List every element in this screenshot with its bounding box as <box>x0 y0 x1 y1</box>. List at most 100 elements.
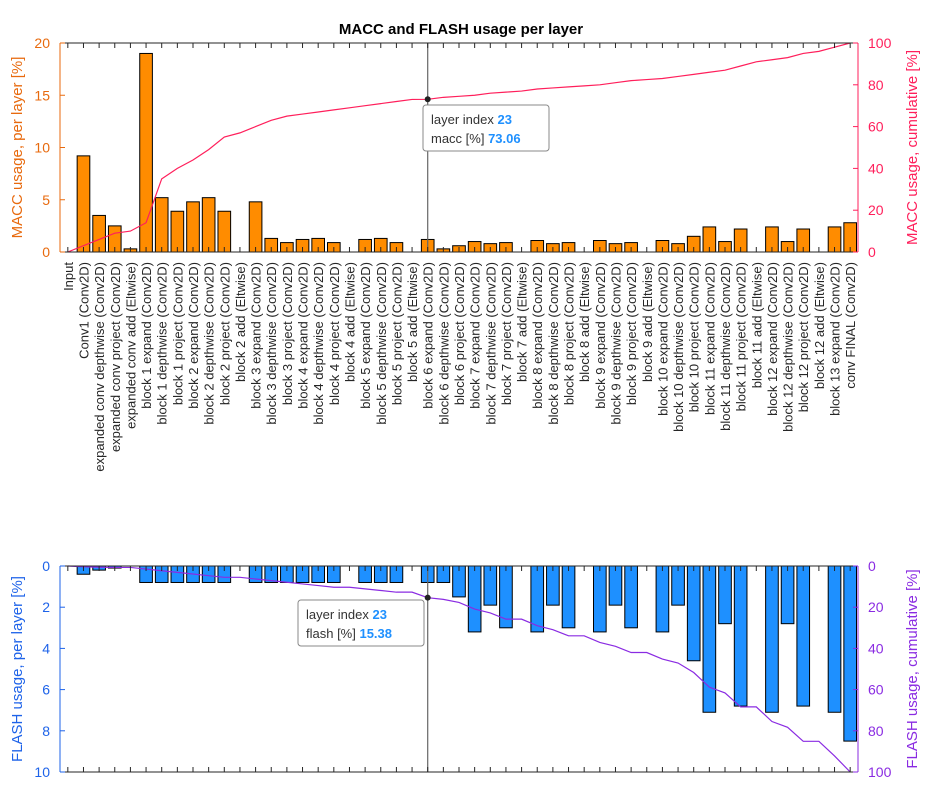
x-tick-label: Conv1 (Conv2D) <box>76 262 91 359</box>
x-tick-label: block 1 project (Conv2D) <box>170 262 185 405</box>
datatip-index-row: layer index 23 <box>306 607 387 622</box>
x-tick-label: block 8 add (Eltwise) <box>577 262 592 382</box>
y-axis-title-right-rest: usage, cumulative [%] <box>904 569 921 720</box>
flash-bar <box>561 565 576 629</box>
x-tick-label: block 2 depthwise (Conv2D) <box>202 262 217 425</box>
x-tick-label: block 12 expand (Conv2D) <box>765 262 780 416</box>
y-axis-title-left: MACC usage, per layer [%] <box>9 57 26 239</box>
x-tick-label: block 1 depthwise (Conv2D) <box>155 262 170 425</box>
x-tick-label: block 9 depthwise (Conv2D) <box>608 262 623 425</box>
x-tick-label: block 8 expand (Conv2D) <box>530 262 545 409</box>
cursor-marker <box>424 96 431 103</box>
y-tick-label-right: 20 <box>868 202 884 218</box>
x-tick-label: block 10 project (Conv2D) <box>687 262 702 412</box>
x-tick-label: block 9 project (Conv2D) <box>624 262 639 405</box>
x-tick-label: block 12 depthwise (Conv2D) <box>781 262 796 432</box>
flash-bar <box>702 565 717 713</box>
datatip-value-label: flash [%] <box>306 626 359 641</box>
x-tick-label: block 2 add (Eltwise) <box>233 262 248 382</box>
x-tick-label: block 4 expand (Conv2D) <box>296 262 311 409</box>
y-tick-label-right: 60 <box>868 119 884 135</box>
macc-bar <box>217 210 232 253</box>
macc-bar <box>170 210 185 253</box>
x-tick-label: block 11 depthwise (Conv2D) <box>718 262 733 431</box>
y-tick-label-left: 10 <box>34 140 50 156</box>
x-tick-label: block 12 project (Conv2D) <box>796 262 811 412</box>
datatip-value-value: 15.38 <box>359 626 392 641</box>
x-tick-label: block 10 depthwise (Conv2D) <box>671 262 686 432</box>
flash-bar <box>796 565 811 707</box>
macc-bar <box>76 155 91 253</box>
datatip-value-row: macc [%] 73.06 <box>431 131 521 146</box>
y-tick-label-right: 80 <box>868 723 884 739</box>
datatip-index-row: layer index 23 <box>431 112 512 127</box>
x-tick-label: block 10 expand (Conv2D) <box>655 262 670 416</box>
flash-bar <box>546 565 560 606</box>
x-tick-label: block 4 project (Conv2D) <box>327 262 342 405</box>
flash-bar <box>686 565 701 662</box>
flash-bar <box>780 565 795 625</box>
macc-bar <box>186 201 200 253</box>
datatip-index-label: layer index <box>431 112 497 127</box>
flash-bar <box>530 565 545 633</box>
datatip-value-label: macc [%] <box>431 131 488 146</box>
macc-bar <box>92 214 106 253</box>
datatip-index-value: 23 <box>372 607 386 622</box>
y-tick-label-left: 8 <box>42 723 50 739</box>
y-axis-title-right-key: MACC <box>904 201 921 245</box>
y-tick-label-left: 15 <box>34 87 50 103</box>
x-tick-label: block 12 add (Eltwise) <box>812 262 827 389</box>
flash-bar <box>765 565 779 713</box>
macc-bar <box>154 197 169 253</box>
x-tick-label: block 7 project (Conv2D) <box>499 262 514 405</box>
flash-bar <box>671 565 685 606</box>
y-axis-title-right: MACC usage, cumulative [%] <box>904 50 921 245</box>
y-tick-label-right: 0 <box>868 558 876 574</box>
x-tick-label: block 7 add (Eltwise) <box>515 262 530 382</box>
x-tick-label: expanded conv add (Eltwise) <box>123 262 138 429</box>
datatip-index-value: 23 <box>497 112 511 127</box>
chart-title: MACC and FLASH usage per layer <box>339 21 583 38</box>
flash-cumulative-line <box>67 565 851 773</box>
x-tick-label: conv FINAL (Conv2D) <box>843 262 858 389</box>
datatip-value-row: flash [%] 15.38 <box>306 626 392 641</box>
datatip-index-label: layer index <box>306 607 372 622</box>
cursor-marker <box>424 594 431 601</box>
y-tick-label-left: 2 <box>42 599 50 615</box>
x-tick-label: block 5 project (Conv2D) <box>389 262 404 405</box>
flash-bar <box>624 565 638 629</box>
x-tick-label: block 7 depthwise (Conv2D) <box>483 262 498 425</box>
y-axis-title-right: FLASH usage, cumulative [%] <box>904 569 921 768</box>
y-tick-label-right: 40 <box>868 160 884 176</box>
flash-bar <box>593 565 607 633</box>
macc-bar <box>248 201 263 253</box>
y-tick-label-left: 4 <box>42 640 50 656</box>
datatip: layer index 23 macc [%] 73.06 <box>422 104 550 152</box>
y-axis-title-left-rest: usage, per layer [%] <box>9 576 26 714</box>
x-tick-label: block 6 project (Conv2D) <box>452 262 467 405</box>
x-tick-label: block 13 expand (Conv2D) <box>828 262 843 416</box>
x-tick-label: expanded conv depthwise (Conv2D) <box>92 262 107 472</box>
y-tick-label-left: 5 <box>42 192 50 208</box>
datatip: layer index 23 flash [%] 15.38 <box>297 599 425 647</box>
x-tick-label: block 1 expand (Conv2D) <box>139 262 154 409</box>
flash-bar <box>467 565 482 633</box>
x-tick-label: block 5 depthwise (Conv2D) <box>374 262 389 425</box>
flash-bar <box>655 565 670 633</box>
y-tick-label-right: 0 <box>868 244 876 260</box>
y-axis-title-left-key: MACC <box>9 194 26 238</box>
y-tick-label-right: 100 <box>868 35 892 51</box>
x-tick-label: block 11 expand (Conv2D) <box>702 262 717 415</box>
x-tick-label: block 11 add (Eltwise) <box>749 262 764 388</box>
y-tick-label-right: 40 <box>868 640 884 656</box>
y-tick-label-left: 6 <box>42 682 50 698</box>
macc-chart: layer index 23 macc [%] 73.06 0 5 10 15 20 0 20 4… <box>9 35 921 472</box>
x-tick-label: block 9 add (Eltwise) <box>640 262 655 382</box>
y-tick-label-left: 0 <box>42 558 50 574</box>
datatip-box <box>422 104 550 152</box>
x-tick-label: block 2 project (Conv2D) <box>217 262 232 405</box>
y-tick-label-left: 0 <box>42 244 50 260</box>
x-tick-label: block 4 depthwise (Conv2D) <box>311 262 326 425</box>
x-tick-labels: Input Conv1 (Conv2D) expanded conv depthwi… <box>61 262 858 472</box>
